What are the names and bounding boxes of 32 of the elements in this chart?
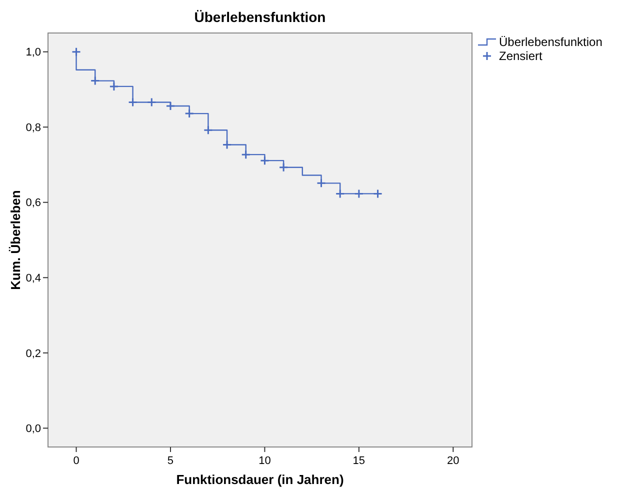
chart-title: Überlebensfunktion — [194, 9, 326, 25]
y-tick-label: 1,0 — [26, 46, 41, 59]
legend-label: Zensiert — [499, 49, 544, 64]
point — [335, 188, 345, 198]
y-tick-label: 0,6 — [26, 197, 41, 210]
y-axis-title: Kum. Überleben — [8, 190, 23, 290]
point — [373, 188, 383, 198]
point — [146, 98, 156, 107]
x-axis-title: Funktionsdauer (in Jahren) — [176, 472, 344, 487]
point — [128, 98, 138, 107]
x-tick-label: 10 — [258, 455, 271, 467]
point — [354, 188, 364, 198]
y-tick-label: 0,0 — [26, 423, 41, 436]
y-tick-label: 0,2 — [26, 348, 41, 360]
point — [260, 156, 270, 166]
point — [166, 101, 176, 111]
point — [109, 82, 119, 92]
x-tick-label: 20 — [447, 455, 460, 467]
point — [184, 108, 194, 118]
point — [316, 178, 326, 188]
x-tick-label: 5 — [167, 455, 174, 467]
y-tick-label: 0,8 — [26, 122, 41, 134]
x-tick-label: 0 — [73, 455, 80, 467]
point — [203, 125, 213, 135]
point — [241, 150, 251, 160]
x-tick-label: 15 — [352, 455, 366, 467]
point — [90, 76, 100, 86]
y-tick-label: 0,4 — [26, 272, 41, 284]
point — [72, 47, 82, 57]
point — [278, 162, 288, 172]
point — [222, 140, 232, 150]
legend-label: Überlebensfunktion — [499, 35, 602, 50]
